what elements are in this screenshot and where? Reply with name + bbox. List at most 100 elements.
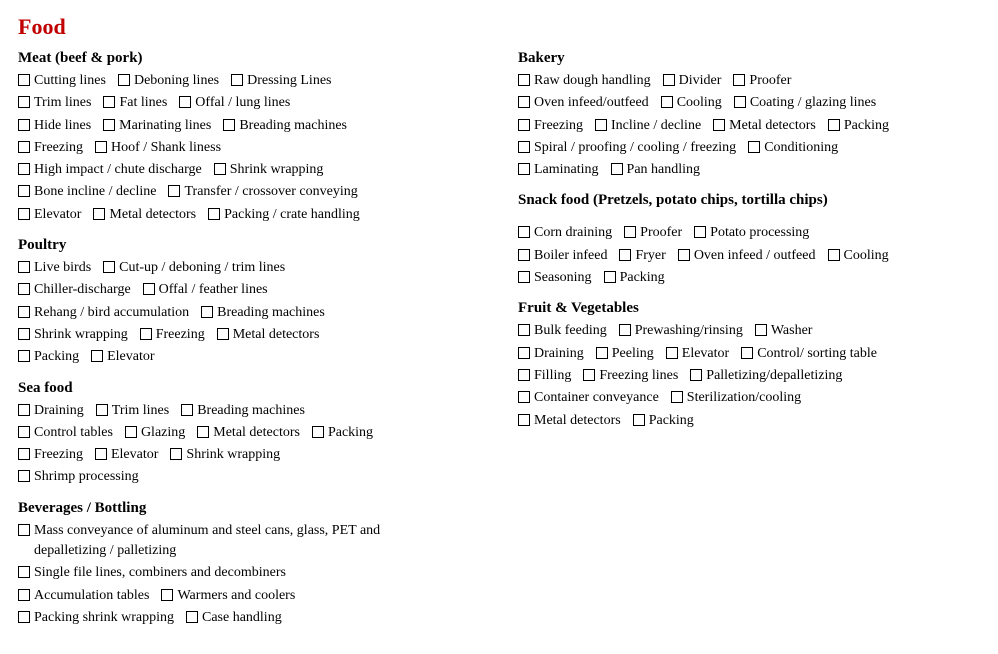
checkbox-icon[interactable] (201, 306, 213, 318)
checkbox-item-shrimp-processing[interactable]: Shrimp processing (18, 467, 139, 487)
checkbox-item-shrink-wrapping[interactable]: Shrink wrapping (214, 160, 324, 180)
checkbox-item-chiller-discharge[interactable]: Chiller-discharge (18, 280, 131, 300)
checkbox-item-metal-detectors[interactable]: Metal detectors (93, 205, 196, 225)
checkbox-icon[interactable] (518, 96, 530, 108)
checkbox-item-incline-decline[interactable]: Incline / decline (595, 116, 701, 136)
checkbox-item-rehang-bird-accumulation[interactable]: Rehang / bird accumulation (18, 303, 189, 323)
checkbox-icon[interactable] (118, 74, 130, 86)
checkbox-icon[interactable] (18, 524, 30, 536)
checkbox-icon[interactable] (18, 141, 30, 153)
checkbox-item-trim-lines[interactable]: Trim lines (18, 93, 91, 113)
checkbox-icon[interactable] (518, 226, 530, 238)
checkbox-item-elevator[interactable]: Elevator (91, 347, 154, 367)
checkbox-icon[interactable] (595, 119, 607, 131)
checkbox-icon[interactable] (161, 589, 173, 601)
checkbox-icon[interactable] (18, 328, 30, 340)
checkbox-item-metal-detectors[interactable]: Metal detectors (518, 411, 621, 431)
checkbox-item-draining[interactable]: Draining (18, 401, 84, 421)
checkbox-item-metal-detectors[interactable]: Metal detectors (197, 423, 300, 443)
checkbox-icon[interactable] (95, 448, 107, 460)
checkbox-item-elevator[interactable]: Elevator (666, 344, 729, 364)
checkbox-item-metal-detectors[interactable]: Metal detectors (713, 116, 816, 136)
checkbox-item-freezing[interactable]: Freezing (18, 445, 83, 465)
checkbox-item-freezing-lines[interactable]: Freezing lines (583, 366, 678, 386)
checkbox-item-proofer[interactable]: Proofer (624, 223, 682, 243)
checkbox-item-fryer[interactable]: Fryer (619, 246, 665, 266)
checkbox-item-packing-shrink-wrapping[interactable]: Packing shrink wrapping (18, 608, 174, 628)
checkbox-item-elevator[interactable]: Elevator (18, 205, 81, 225)
checkbox-item-fat-lines[interactable]: Fat lines (103, 93, 167, 113)
checkbox-item-coating-glazing-lines[interactable]: Coating / glazing lines (734, 93, 876, 113)
checkbox-item-metal-detectors[interactable]: Metal detectors (217, 325, 320, 345)
checkbox-item-elevator[interactable]: Elevator (95, 445, 158, 465)
checkbox-icon[interactable] (518, 163, 530, 175)
checkbox-item-live-birds[interactable]: Live birds (18, 258, 91, 278)
checkbox-icon[interactable] (619, 249, 631, 261)
checkbox-icon[interactable] (633, 414, 645, 426)
checkbox-item-hoof-shank-liness[interactable]: Hoof / Shank liness (95, 138, 221, 158)
checkbox-icon[interactable] (661, 96, 673, 108)
checkbox-item-washer[interactable]: Washer (755, 321, 813, 341)
checkbox-icon[interactable] (755, 324, 767, 336)
checkbox-item-shrink-wrapping[interactable]: Shrink wrapping (18, 325, 128, 345)
checkbox-item-packing-crate-handling[interactable]: Packing / crate handling (208, 205, 360, 225)
checkbox-icon[interactable] (103, 119, 115, 131)
checkbox-icon[interactable] (143, 283, 155, 295)
checkbox-item-conditioning[interactable]: Conditioning (748, 138, 838, 158)
checkbox-icon[interactable] (678, 249, 690, 261)
checkbox-icon[interactable] (741, 347, 753, 359)
checkbox-icon[interactable] (18, 74, 30, 86)
checkbox-item-high-impact-chute-discharge[interactable]: High impact / chute discharge (18, 160, 202, 180)
checkbox-item-container-conveyance[interactable]: Container conveyance (518, 388, 659, 408)
checkbox-icon[interactable] (828, 249, 840, 261)
checkbox-item-cutting-lines[interactable]: Cutting lines (18, 71, 106, 91)
checkbox-icon[interactable] (611, 163, 623, 175)
checkbox-item-seasoning[interactable]: Seasoning (518, 268, 592, 288)
checkbox-item-offal-feather-lines[interactable]: Offal / feather lines (143, 280, 268, 300)
checkbox-icon[interactable] (125, 426, 137, 438)
checkbox-icon[interactable] (518, 414, 530, 426)
checkbox-item-breading-machines[interactable]: Breading machines (181, 401, 305, 421)
checkbox-item-prewashing-rinsing[interactable]: Prewashing/rinsing (619, 321, 743, 341)
checkbox-icon[interactable] (208, 208, 220, 220)
checkbox-item-packing[interactable]: Packing (633, 411, 694, 431)
checkbox-icon[interactable] (181, 404, 193, 416)
checkbox-icon[interactable] (619, 324, 631, 336)
checkbox-icon[interactable] (18, 306, 30, 318)
checkbox-icon[interactable] (18, 208, 30, 220)
checkbox-item-packing[interactable]: Packing (828, 116, 889, 136)
checkbox-icon[interactable] (604, 271, 616, 283)
checkbox-icon[interactable] (518, 271, 530, 283)
checkbox-icon[interactable] (828, 119, 840, 131)
checkbox-icon[interactable] (18, 283, 30, 295)
checkbox-icon[interactable] (583, 369, 595, 381)
checkbox-item-proofer[interactable]: Proofer (733, 71, 791, 91)
checkbox-item-packing[interactable]: Packing (18, 347, 79, 367)
checkbox-icon[interactable] (518, 119, 530, 131)
checkbox-icon[interactable] (186, 611, 198, 623)
checkbox-icon[interactable] (734, 96, 746, 108)
checkbox-icon[interactable] (168, 185, 180, 197)
checkbox-item-glazing[interactable]: Glazing (125, 423, 185, 443)
checkbox-item-marinating-lines[interactable]: Marinating lines (103, 116, 211, 136)
checkbox-item-bone-incline-decline[interactable]: Bone incline / decline (18, 182, 156, 202)
checkbox-icon[interactable] (671, 391, 683, 403)
checkbox-item-packing[interactable]: Packing (604, 268, 665, 288)
checkbox-item-freezing[interactable]: Freezing (140, 325, 205, 345)
checkbox-item-deboning-lines[interactable]: Deboning lines (118, 71, 219, 91)
checkbox-icon[interactable] (624, 226, 636, 238)
checkbox-icon[interactable] (518, 249, 530, 261)
checkbox-item-accumulation-tables[interactable]: Accumulation tables (18, 586, 149, 606)
checkbox-icon[interactable] (214, 163, 226, 175)
checkbox-item-bulk-feeding[interactable]: Bulk feeding (518, 321, 607, 341)
checkbox-icon[interactable] (312, 426, 324, 438)
checkbox-item-laminating[interactable]: Laminating (518, 160, 599, 180)
checkbox-icon[interactable] (18, 404, 30, 416)
checkbox-item-palletizing-depalletizing[interactable]: Palletizing/depalletizing (690, 366, 842, 386)
checkbox-item-transfer-crossover-conveying[interactable]: Transfer / crossover conveying (168, 182, 357, 202)
checkbox-icon[interactable] (518, 324, 530, 336)
checkbox-item-freezing[interactable]: Freezing (18, 138, 83, 158)
checkbox-icon[interactable] (18, 185, 30, 197)
checkbox-icon[interactable] (733, 74, 745, 86)
checkbox-item-dressing-lines[interactable]: Dressing Lines (231, 71, 331, 91)
